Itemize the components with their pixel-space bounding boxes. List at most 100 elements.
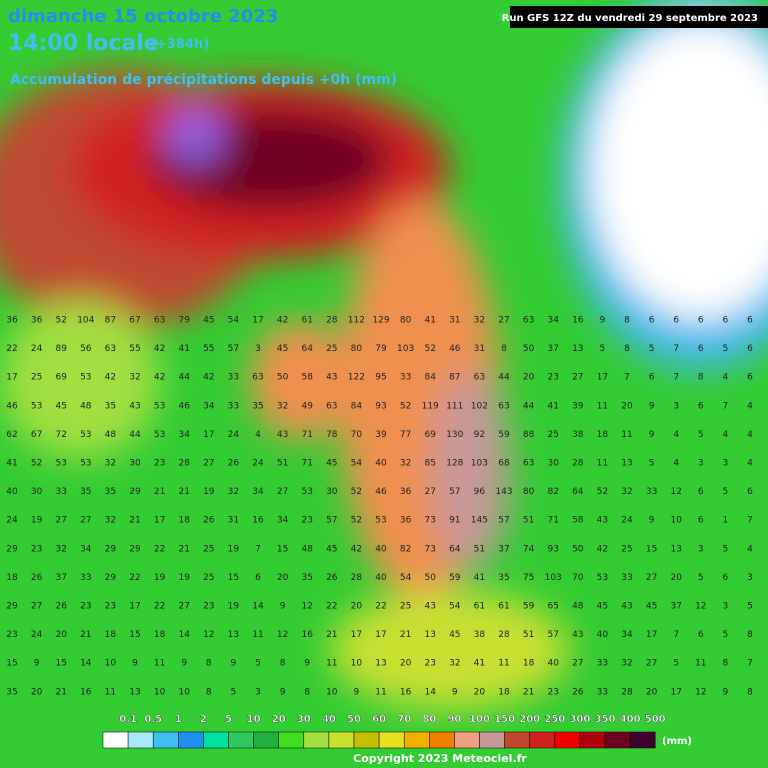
grid-value: 41 xyxy=(547,401,558,411)
grid-value: 30 xyxy=(547,459,559,469)
grid-value: 27 xyxy=(498,316,509,326)
grid-value: 82 xyxy=(400,544,411,554)
grid-value: 26 xyxy=(31,573,43,583)
grid-value: 42 xyxy=(154,344,165,354)
grid-value: 33 xyxy=(55,487,66,497)
grid-value: 46 xyxy=(375,487,387,497)
grid-value: 63 xyxy=(252,373,263,383)
grid-value: 70 xyxy=(351,430,363,440)
grid-value: 92 xyxy=(474,430,485,440)
grid-value: 58 xyxy=(572,516,584,526)
grid-value: 28 xyxy=(621,687,633,697)
grid-value: 52 xyxy=(31,459,42,469)
legend-label: 70 xyxy=(397,714,411,725)
grid-value: 48 xyxy=(105,430,117,440)
grid-value: 18 xyxy=(523,659,535,669)
grid-value: 27 xyxy=(80,516,91,526)
grid-value: 15 xyxy=(129,630,140,640)
grid-value: 9 xyxy=(181,659,187,669)
grid-value: 33 xyxy=(80,573,91,583)
grid-value: 40 xyxy=(547,659,559,669)
legend-swatch xyxy=(629,731,656,749)
grid-value: 1 xyxy=(723,516,729,526)
legend-swatch xyxy=(454,731,480,749)
grid-value: 34 xyxy=(277,516,289,526)
grid-value: 21 xyxy=(326,630,337,640)
copyright: Copyright 2023 Meteociel.fr xyxy=(353,752,527,765)
grid-value: 37 xyxy=(547,344,558,354)
grid-value: 19 xyxy=(154,573,166,583)
grid-value: 104 xyxy=(77,316,94,326)
grid-value: 13 xyxy=(424,630,435,640)
grid-value: 17 xyxy=(375,630,386,640)
grid-value: 11 xyxy=(597,401,608,411)
grid-value: 29 xyxy=(129,544,141,554)
grid-value: 111 xyxy=(446,401,463,411)
grid-value: 10 xyxy=(326,687,338,697)
grid-value: 87 xyxy=(105,316,116,326)
legend-swatch xyxy=(203,731,229,749)
grid-value: 43 xyxy=(424,602,435,612)
grid-value: 50 xyxy=(572,544,584,554)
grid-value: 55 xyxy=(203,344,214,354)
grid-value: 11 xyxy=(252,630,263,640)
grid-value: 78 xyxy=(326,430,338,440)
grid-value: 34 xyxy=(80,544,92,554)
grid-value: 3 xyxy=(747,573,753,583)
grid-value: 45 xyxy=(326,544,337,554)
grid-value: 11 xyxy=(621,430,632,440)
grid-value: 75 xyxy=(523,573,534,583)
grid-value: 25 xyxy=(400,602,411,612)
grid-value: 7 xyxy=(723,401,729,411)
grid-value: 27 xyxy=(424,487,435,497)
grid-value: 28 xyxy=(326,316,338,326)
grid-value: 52 xyxy=(351,516,362,526)
grid-value: 59 xyxy=(449,573,461,583)
grid-value: 13 xyxy=(375,659,386,669)
precip-field xyxy=(0,0,768,710)
legend-swatch xyxy=(328,731,355,749)
grid-value: 26 xyxy=(572,687,584,697)
grid-value: 20 xyxy=(277,573,289,583)
grid-value: 52 xyxy=(400,401,411,411)
grid-value: 55 xyxy=(129,344,140,354)
grid-value: 21 xyxy=(178,544,189,554)
grid-value: 51 xyxy=(523,630,534,640)
grid-value: 29 xyxy=(129,487,141,497)
grid-value: 50 xyxy=(523,344,535,354)
grid-value: 23 xyxy=(31,544,42,554)
grid-value: 53 xyxy=(301,487,312,497)
grid-value: 4 xyxy=(747,430,753,440)
grid-value: 33 xyxy=(597,659,608,669)
grid-value: 11 xyxy=(326,659,337,669)
grid-value: 25 xyxy=(326,344,337,354)
grid-value: 34 xyxy=(621,630,633,640)
grid-value: 39 xyxy=(375,430,387,440)
grid-value: 59 xyxy=(523,602,535,612)
grid-value: 18 xyxy=(154,630,166,640)
run: Run GFS 12Z du vendredi 29 septembre 202… xyxy=(502,13,758,24)
grid-value: 18 xyxy=(597,430,609,440)
grid-value: 57 xyxy=(547,630,558,640)
grid-value: 6 xyxy=(723,316,729,326)
grid-value: 64 xyxy=(572,487,584,497)
grid-value: 45 xyxy=(277,344,288,354)
grid-value: 28 xyxy=(178,459,190,469)
grid-value: 43 xyxy=(129,401,140,411)
grid-value: 42 xyxy=(105,373,116,383)
grid-value: 5 xyxy=(723,630,729,640)
grid-value: 9 xyxy=(280,602,286,612)
grid-value: 22 xyxy=(6,344,17,354)
grid-value: 54 xyxy=(400,573,412,583)
grid-value: 74 xyxy=(523,544,535,554)
grid-value: 87 xyxy=(449,373,460,383)
grid-value: 8 xyxy=(280,659,286,669)
grid-value: 9 xyxy=(132,659,138,669)
grid-value: 45 xyxy=(449,630,460,640)
legend-swatch xyxy=(504,731,530,749)
grid-value: 29 xyxy=(6,544,18,554)
legend-swatch xyxy=(403,731,430,749)
grid-value: 4 xyxy=(723,430,729,440)
legend-label: 10 xyxy=(247,714,261,725)
grid-value: 85 xyxy=(424,459,435,469)
